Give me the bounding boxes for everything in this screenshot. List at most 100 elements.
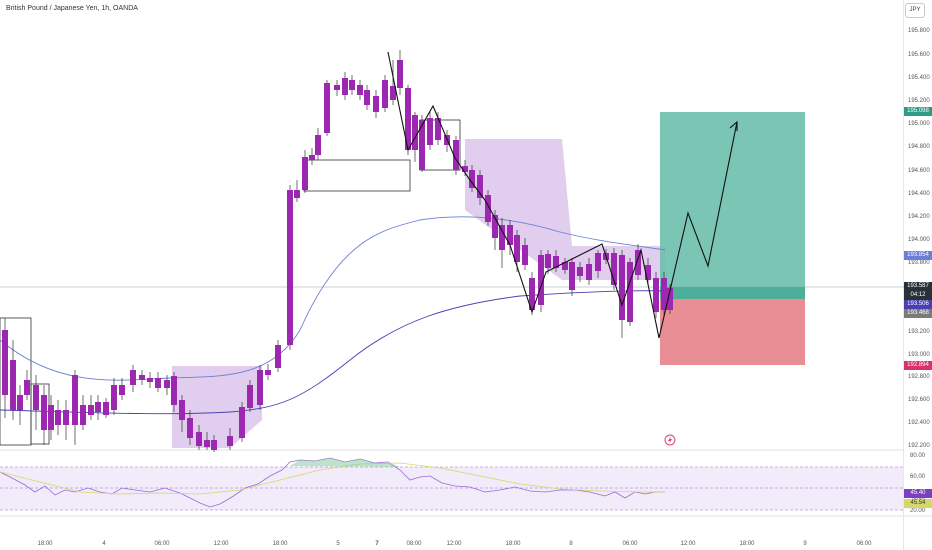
time-tick-label: 5 — [336, 541, 340, 547]
candle-body — [139, 375, 145, 380]
candle-body — [227, 436, 233, 446]
stop-loss-zone[interactable] — [660, 299, 805, 365]
candle-body — [204, 440, 210, 447]
countdown-label: 04:12 — [904, 291, 932, 300]
time-tick-label: 18:00 — [272, 541, 288, 547]
time-tick-label: 08:00 — [406, 541, 422, 547]
candle-body — [462, 166, 468, 172]
candle-body — [577, 267, 583, 276]
time-tick-label: 18:00 — [739, 541, 755, 547]
take-profit-zone[interactable] — [660, 112, 805, 287]
price-tick-label: 193.800 — [908, 260, 930, 266]
candle-body — [645, 265, 651, 280]
time-tick-label: 18:00 — [505, 541, 521, 547]
price-axis[interactable]: 195.800 195.600 195.400 195.200 195.000 194.8… — [908, 28, 930, 449]
time-tick-label: 4 — [102, 541, 106, 547]
candle-body — [492, 215, 498, 238]
rsi-tick-label: 20.00 — [910, 508, 926, 514]
price-tick-label: 195.400 — [908, 75, 930, 81]
candle-body — [553, 256, 559, 268]
candle-body — [10, 360, 16, 410]
time-tick-label: 12:00 — [213, 541, 229, 547]
candle-body — [2, 330, 8, 395]
candle-body — [373, 96, 379, 112]
rsi-tick-label: 60.00 — [910, 474, 926, 480]
candle-body — [569, 262, 575, 290]
ma-slow-line — [0, 290, 671, 415]
rsi-signal-label: 45.54 — [904, 499, 932, 508]
candle-body — [562, 262, 568, 270]
lightning-icon[interactable] — [664, 434, 676, 446]
candle-body — [453, 140, 459, 170]
candle-body — [147, 378, 153, 382]
candle-body — [667, 288, 673, 310]
currency-badge[interactable]: JPY — [905, 3, 925, 18]
candle-body — [324, 83, 330, 133]
candle-body — [586, 264, 592, 280]
candle-body — [349, 80, 355, 90]
candle-body — [309, 155, 315, 160]
candle-body — [595, 253, 601, 271]
candle-body — [211, 440, 217, 450]
candle-body — [88, 405, 94, 415]
rsi-signal-line — [0, 462, 665, 495]
candle-body — [171, 376, 177, 405]
price-tick-label: 194.200 — [908, 214, 930, 220]
price-tick-label: 192.200 — [908, 443, 930, 449]
candle-body — [507, 225, 513, 245]
price-tick-label: 192.600 — [908, 397, 930, 403]
candle-body — [55, 410, 61, 425]
time-tick-label: 12:00 — [680, 541, 696, 547]
candle-body — [17, 395, 23, 410]
price-tick-label: 194.000 — [908, 237, 930, 243]
candle-body — [412, 115, 418, 150]
entry-price-label: 193.506 — [904, 300, 932, 309]
zigzag-pattern — [387, 51, 738, 339]
time-tick-label: 06:00 — [856, 541, 872, 547]
candle-body — [661, 278, 667, 310]
time-axis[interactable]: 18:00 4 06:00 12:00 18:00 5 7 08:00 12:00 18:00 8 0… — [37, 541, 872, 547]
rsi-axis: 80.00 60.00 40.00 20.00 — [910, 453, 926, 514]
candle-body — [522, 245, 528, 265]
price-tick-label: 195.600 — [908, 52, 930, 58]
candle-body — [287, 190, 293, 345]
rsi-tick-label: 40.00 — [910, 495, 926, 501]
candle-body — [619, 255, 625, 320]
candle-body — [247, 385, 253, 408]
candle-body — [130, 370, 136, 385]
candle-body — [382, 80, 388, 108]
candle-body — [435, 118, 441, 140]
candle-body — [485, 195, 491, 222]
rsi-indicator — [0, 457, 665, 508]
candle-body — [179, 400, 185, 420]
candle-body — [294, 190, 300, 198]
candle-body — [265, 370, 271, 375]
candle-body — [334, 85, 340, 90]
price-tick-label: 193.000 — [908, 352, 930, 358]
time-tick-label: 9 — [803, 541, 807, 547]
candle-body — [419, 120, 425, 170]
rsi-overbought-fill — [290, 458, 400, 467]
candle-body — [427, 118, 433, 145]
chart-title: British Pound / Japanese Yen, 1h, OANDA — [6, 5, 138, 12]
candle-body — [196, 432, 202, 446]
candle-body — [635, 250, 641, 275]
candle-body — [24, 380, 30, 395]
time-tick-label: 12:00 — [446, 541, 462, 547]
time-tick-label: 06:00 — [622, 541, 638, 547]
candle-body — [80, 405, 86, 425]
rsi-tick-label: 80.00 — [910, 453, 926, 459]
candle-body — [315, 135, 321, 155]
candle-body — [390, 86, 396, 100]
candle-body — [33, 385, 39, 410]
candle-body — [397, 60, 403, 88]
candle-body — [119, 385, 125, 395]
candle-body — [364, 90, 370, 105]
candle-body — [469, 170, 475, 188]
current-price-label: 193.587 — [904, 282, 932, 291]
entry-band — [660, 287, 805, 299]
candle-body — [95, 402, 101, 412]
candle-body — [499, 225, 505, 250]
upper-price-label: 193.854 — [904, 251, 932, 260]
